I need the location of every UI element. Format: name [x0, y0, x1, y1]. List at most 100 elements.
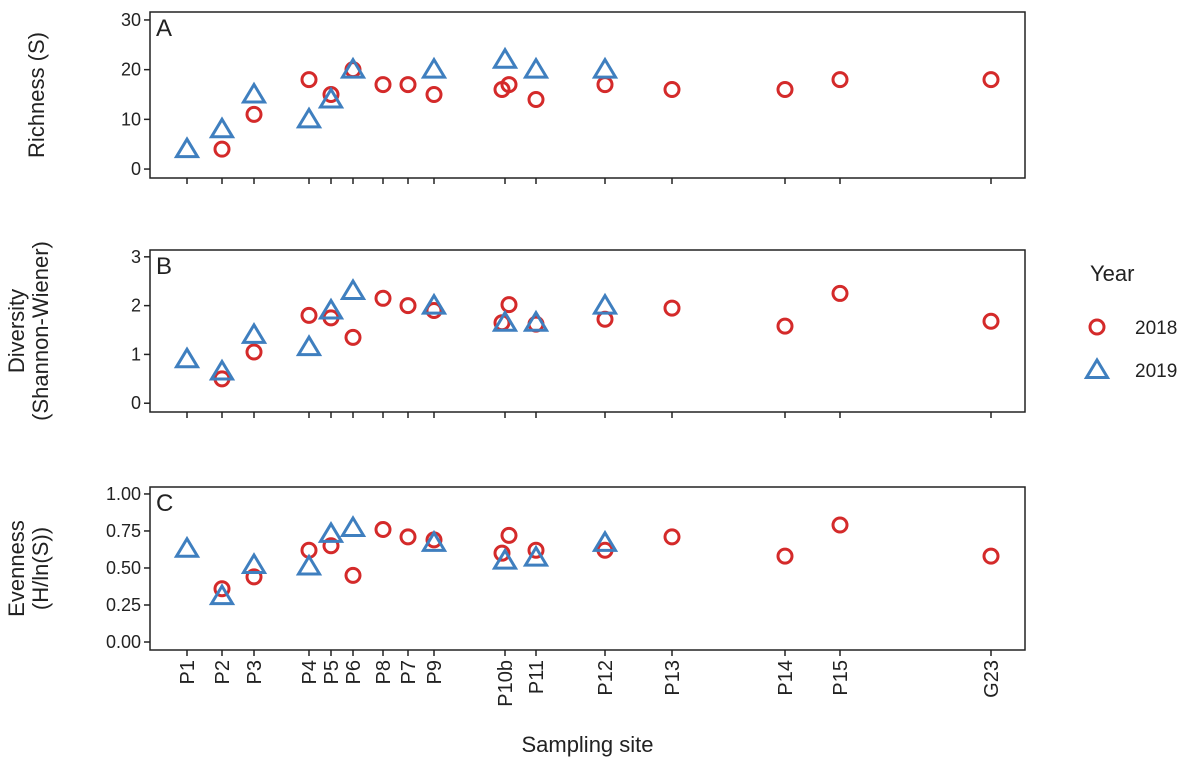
panel-label: C	[156, 490, 173, 517]
triangle-marker	[420, 529, 448, 552]
x-tick-label: P15	[830, 660, 852, 696]
x-tick-label: P14	[775, 660, 797, 696]
triangle-marker	[491, 309, 519, 332]
x-tick-label: P3	[244, 660, 266, 684]
circle-marker	[663, 528, 681, 546]
y-tick-label: 0	[131, 159, 141, 179]
triangle-marker	[208, 583, 236, 606]
triangle-marker	[420, 56, 448, 79]
x-tick-label: P13	[662, 660, 684, 696]
triangle-marker	[173, 136, 201, 159]
circle-marker	[527, 541, 545, 559]
circle-marker	[493, 544, 511, 562]
circle-marker	[300, 306, 318, 324]
circle-marker	[399, 76, 417, 94]
circle-marker	[776, 317, 794, 335]
circle-marker	[344, 566, 362, 584]
circle-marker	[374, 520, 392, 538]
y-tick-label: 0.25	[106, 595, 141, 615]
triangle-marker	[522, 309, 550, 332]
legend-label: 2018	[1135, 318, 1177, 339]
y-axis-label: Richness (S)	[24, 32, 49, 158]
circle-marker	[245, 343, 263, 361]
x-tick-label: P6	[343, 660, 365, 684]
triangle-marker	[173, 535, 201, 558]
y-tick-label: 0	[131, 393, 141, 413]
circle-marker	[344, 328, 362, 346]
triangle-marker	[295, 553, 323, 576]
circle-marker	[776, 81, 794, 99]
circle-marker	[213, 140, 231, 158]
circle-marker	[982, 312, 1000, 330]
x-tick-label: P1	[177, 660, 199, 684]
triangle-marker	[295, 334, 323, 357]
circle-marker	[500, 76, 518, 94]
y-tick-label: 1	[131, 344, 141, 364]
triangle-marker	[173, 346, 201, 369]
legend-key	[1083, 357, 1111, 379]
triangle-marker	[591, 529, 619, 552]
circle-marker	[831, 71, 849, 89]
triangle-marker	[591, 292, 619, 315]
y-tick-label: 20	[121, 60, 141, 80]
triangle-marker	[208, 116, 236, 139]
triangle-marker	[295, 106, 323, 129]
triangle-marker	[317, 297, 345, 320]
y-axis-label: (Shannon-Wiener)	[28, 241, 53, 421]
panel-label: A	[156, 15, 172, 42]
x-tick-label: P4	[299, 660, 321, 684]
circle-marker	[663, 299, 681, 317]
x-axis-label: Sampling site	[521, 732, 653, 757]
triangle-marker	[491, 46, 519, 69]
x-tick-label: P5	[321, 660, 343, 684]
circle-marker	[300, 71, 318, 89]
triangle-marker	[339, 278, 367, 300]
x-tick-label: P10b	[495, 660, 517, 707]
triangle-marker	[339, 515, 367, 538]
y-axis-label: Evenness	[4, 520, 29, 617]
y-tick-label: 0.75	[106, 521, 141, 541]
triangle-marker	[522, 544, 550, 567]
triangle-marker	[591, 56, 619, 79]
x-tick-label: P2	[212, 660, 234, 684]
circle-marker	[982, 547, 1000, 565]
circle-marker	[663, 81, 681, 99]
circle-marker	[374, 289, 392, 307]
triangle-marker	[317, 86, 345, 109]
x-tick-label: P8	[373, 660, 395, 684]
circle-marker	[425, 86, 443, 104]
triangle-marker	[240, 321, 268, 344]
legend-key	[1088, 318, 1106, 336]
y-tick-label: 1.00	[106, 484, 141, 504]
y-tick-label: 0.50	[106, 558, 141, 578]
circle-marker	[425, 302, 443, 320]
x-tick-label: P9	[424, 660, 446, 684]
y-axis-label: Diversity	[4, 289, 29, 373]
circle-marker	[399, 297, 417, 315]
triangle-marker	[491, 547, 519, 570]
circle-marker	[596, 76, 614, 94]
legend-label: 2019	[1135, 361, 1177, 382]
panel-frame	[149, 11, 1026, 179]
circle-marker	[399, 528, 417, 546]
y-tick-label: 30	[121, 10, 141, 30]
circle-marker	[831, 516, 849, 534]
y-tick-label: 10	[121, 109, 141, 129]
circle-marker	[245, 568, 263, 586]
circle-marker	[322, 537, 340, 555]
panel-frame	[149, 249, 1026, 413]
circle-marker	[527, 90, 545, 108]
triangle-marker	[317, 521, 345, 543]
x-tick-label: P11	[526, 660, 548, 694]
circle-marker	[776, 547, 794, 565]
x-tick-label: P7	[398, 660, 420, 684]
circle-marker	[982, 71, 1000, 89]
x-tick-label: G23	[981, 660, 1003, 698]
circle-marker	[213, 580, 231, 598]
triangle-marker	[208, 358, 236, 381]
y-tick-label: 0.00	[106, 632, 141, 652]
triangle-marker	[339, 56, 367, 79]
y-tick-label: 3	[131, 247, 141, 267]
